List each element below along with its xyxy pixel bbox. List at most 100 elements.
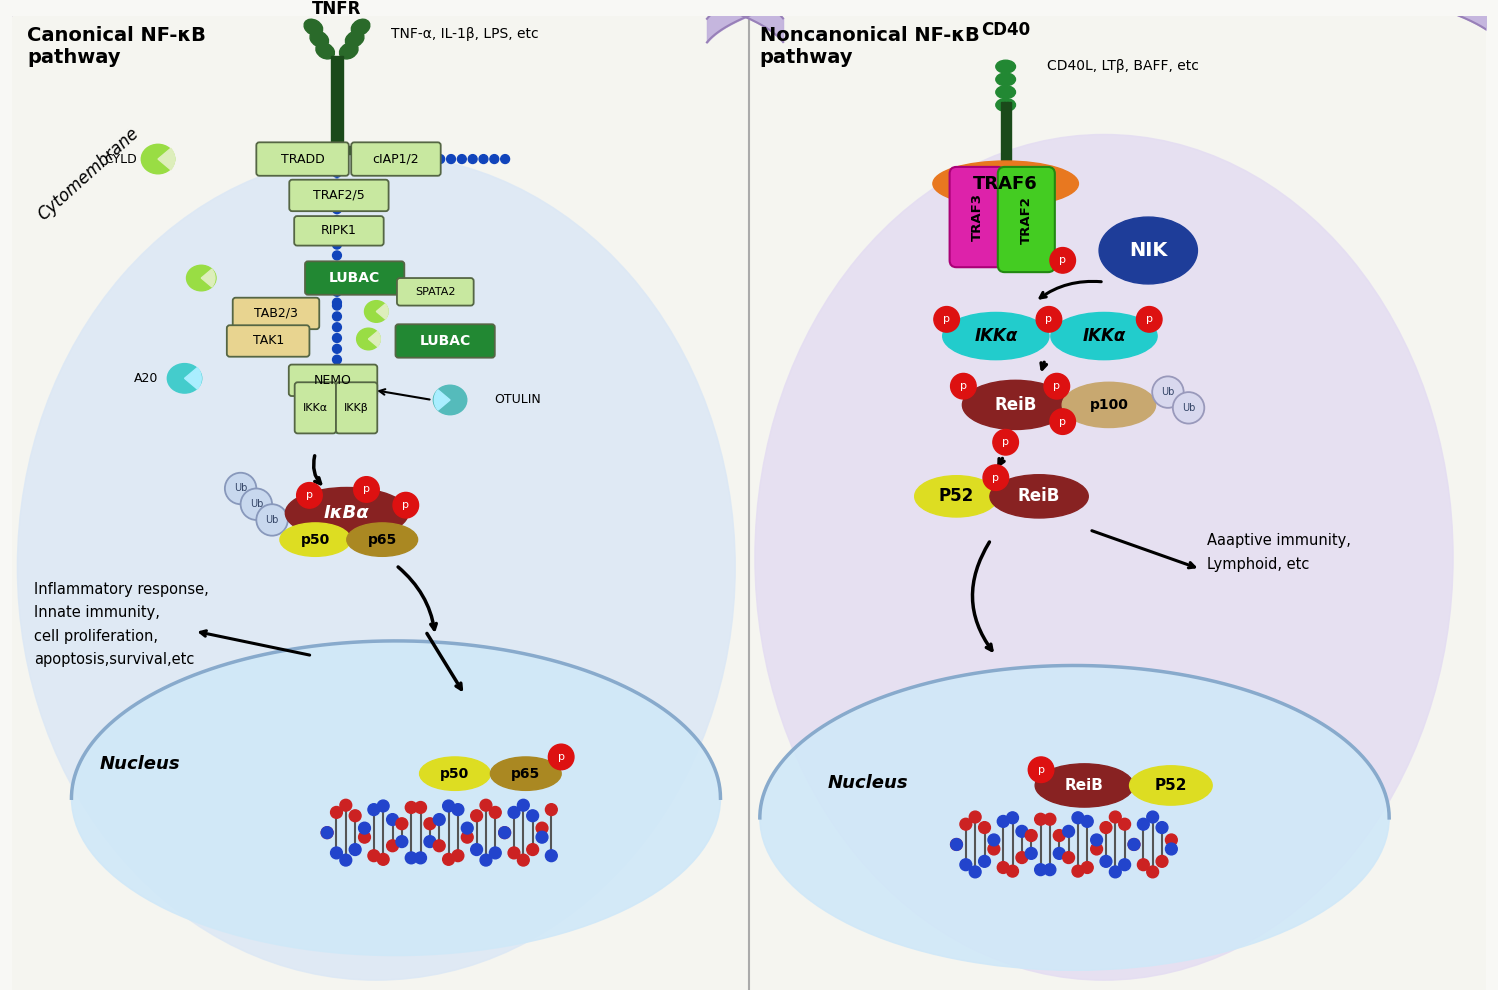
Text: ReiB: ReiB — [995, 396, 1037, 414]
Wedge shape — [369, 332, 380, 346]
FancyBboxPatch shape — [226, 326, 310, 356]
Circle shape — [241, 488, 273, 520]
Circle shape — [527, 843, 539, 855]
Circle shape — [1137, 819, 1149, 830]
Text: CD40: CD40 — [981, 21, 1031, 39]
Ellipse shape — [759, 665, 1389, 970]
Circle shape — [1025, 830, 1037, 842]
Text: Aaaptive immunity,
Lymphoid, etc: Aaaptive immunity, Lymphoid, etc — [1207, 534, 1351, 571]
Ellipse shape — [18, 154, 736, 980]
Text: p65: p65 — [511, 766, 541, 781]
Circle shape — [960, 858, 972, 870]
Circle shape — [1053, 830, 1065, 842]
Bar — [1001, 102, 1005, 169]
Circle shape — [1035, 814, 1047, 825]
Circle shape — [433, 840, 445, 851]
Ellipse shape — [348, 523, 418, 556]
Text: ReiB: ReiB — [1019, 487, 1061, 505]
Text: p: p — [1059, 417, 1067, 427]
FancyBboxPatch shape — [289, 364, 377, 396]
Circle shape — [395, 818, 407, 830]
Text: IKKα: IKKα — [1083, 327, 1125, 346]
Text: Ub: Ub — [250, 499, 264, 509]
Circle shape — [951, 839, 962, 850]
Ellipse shape — [1035, 764, 1134, 807]
Circle shape — [1128, 839, 1140, 850]
Ellipse shape — [996, 99, 1016, 111]
Circle shape — [490, 154, 499, 163]
Circle shape — [517, 799, 529, 811]
Text: cIAP1/2: cIAP1/2 — [373, 152, 419, 165]
Text: p100: p100 — [1089, 398, 1128, 412]
Circle shape — [1028, 757, 1055, 782]
Text: p: p — [306, 490, 313, 500]
FancyBboxPatch shape — [294, 216, 383, 246]
Text: NEMO: NEMO — [315, 374, 352, 387]
Circle shape — [386, 840, 398, 851]
Circle shape — [989, 843, 999, 855]
Circle shape — [989, 834, 999, 845]
Text: TAK1: TAK1 — [253, 335, 283, 347]
Wedge shape — [376, 304, 388, 319]
Circle shape — [1050, 409, 1076, 435]
Ellipse shape — [1100, 217, 1197, 284]
Ellipse shape — [141, 145, 175, 174]
Circle shape — [1082, 861, 1094, 873]
Text: IKKα: IKKα — [303, 403, 328, 413]
Circle shape — [358, 823, 370, 834]
Circle shape — [1100, 822, 1112, 834]
Bar — [321, 147, 352, 154]
Circle shape — [358, 832, 370, 843]
Text: p: p — [1002, 438, 1010, 447]
Circle shape — [1025, 847, 1037, 859]
Circle shape — [333, 301, 342, 310]
Text: p: p — [992, 472, 999, 483]
Circle shape — [1044, 373, 1070, 399]
Text: Ub: Ub — [265, 515, 279, 525]
FancyBboxPatch shape — [306, 261, 404, 295]
Circle shape — [1147, 811, 1158, 823]
Circle shape — [1073, 865, 1085, 877]
Circle shape — [479, 799, 491, 811]
Ellipse shape — [285, 487, 409, 539]
Circle shape — [1156, 855, 1168, 867]
Circle shape — [461, 832, 473, 843]
Text: p: p — [1059, 255, 1067, 265]
Circle shape — [377, 853, 389, 865]
Circle shape — [1091, 843, 1103, 855]
Text: Nucleus: Nucleus — [828, 774, 908, 792]
Circle shape — [1100, 855, 1112, 867]
Circle shape — [415, 802, 427, 814]
Circle shape — [333, 205, 342, 214]
Text: p: p — [1046, 315, 1053, 325]
Circle shape — [392, 492, 418, 518]
Ellipse shape — [490, 757, 562, 790]
Circle shape — [1128, 839, 1140, 850]
Ellipse shape — [187, 265, 216, 291]
Ellipse shape — [996, 73, 1016, 86]
Circle shape — [998, 861, 1010, 873]
Text: p: p — [1053, 381, 1061, 391]
Circle shape — [433, 814, 445, 826]
Circle shape — [321, 827, 333, 839]
Circle shape — [334, 383, 340, 390]
Circle shape — [499, 827, 511, 839]
Circle shape — [406, 802, 416, 814]
Circle shape — [978, 822, 990, 834]
Circle shape — [470, 810, 482, 822]
Circle shape — [333, 261, 342, 270]
Circle shape — [1007, 812, 1019, 824]
Text: CYLD: CYLD — [105, 152, 136, 165]
Circle shape — [331, 807, 343, 819]
Circle shape — [1152, 376, 1183, 408]
Circle shape — [508, 807, 520, 819]
Text: TNF-α, IL-1β, LPS, etc: TNF-α, IL-1β, LPS, etc — [391, 27, 539, 42]
Text: p: p — [363, 484, 370, 494]
Ellipse shape — [962, 380, 1068, 430]
Circle shape — [461, 823, 473, 834]
Circle shape — [334, 404, 340, 411]
Ellipse shape — [72, 641, 721, 955]
Ellipse shape — [990, 475, 1088, 518]
Text: p50: p50 — [440, 766, 469, 781]
Text: p: p — [1038, 764, 1044, 775]
